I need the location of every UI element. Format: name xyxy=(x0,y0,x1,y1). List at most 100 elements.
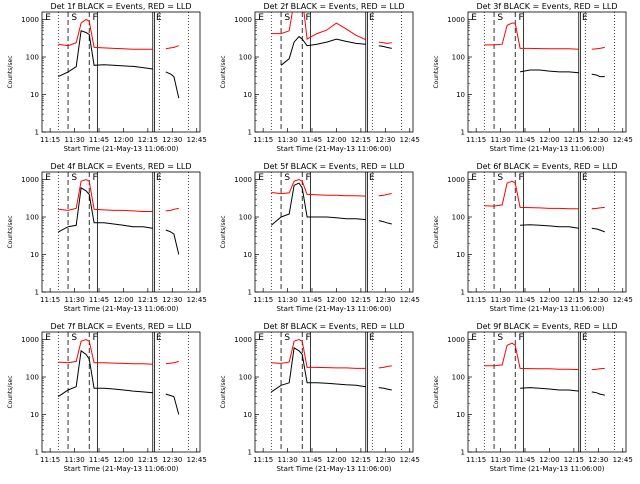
y-tick-label: 100 xyxy=(239,54,252,62)
y-tick-label: 1000 xyxy=(447,176,465,184)
y-tick-label: 1 xyxy=(461,129,465,137)
y-axis-label: Counts/sec xyxy=(220,55,227,88)
x-tick-label: 12:30 xyxy=(375,136,395,144)
x-tick-label: 12:30 xyxy=(375,456,395,464)
x-tick-label: 12:30 xyxy=(588,136,608,144)
detector-chart: Det 5f BLACK = Events, RED = LLD 1 10 100 10… xyxy=(220,162,420,313)
x-tick-label: 11:30 xyxy=(64,456,84,464)
x-axis-label: Start Time (21-May-13 11:06:00) xyxy=(489,465,604,473)
segment-marker-label: E xyxy=(369,173,375,183)
segment-marker-label: F xyxy=(92,333,97,343)
chart-title: Det 3f BLACK = Events, RED = LLD xyxy=(476,2,617,11)
segment-marker-label: E xyxy=(582,13,588,23)
y-tick-label: 1 xyxy=(461,449,465,457)
y-axis-label: Counts/sec xyxy=(7,215,14,248)
plot-frame xyxy=(467,331,627,453)
lld-series-line xyxy=(58,338,179,365)
x-tick-label: 11:45 xyxy=(89,456,109,464)
x-tick-label: 12:00 xyxy=(539,456,559,464)
y-tick-label: 1 xyxy=(35,289,39,297)
segment-marker-label: F xyxy=(305,173,310,183)
x-tick-label: 11:15 xyxy=(40,456,60,464)
y-tick-label: 1000 xyxy=(21,176,39,184)
segment-marker-label: F xyxy=(92,173,97,183)
segment-marker-label: E xyxy=(369,333,375,343)
y-tick-label: 1 xyxy=(248,289,252,297)
plot-frame xyxy=(254,11,414,133)
y-tick-label: 100 xyxy=(239,214,252,222)
x-tick-label: 12:30 xyxy=(588,296,608,304)
x-tick-label: 12:00 xyxy=(326,136,346,144)
chart-title: Det 6f BLACK = Events, RED = LLD xyxy=(476,162,617,171)
segment-marker-label: E xyxy=(45,173,51,183)
lld-series-line xyxy=(484,22,605,50)
x-tick-label: 11:45 xyxy=(302,296,322,304)
x-tick-label: 11:30 xyxy=(64,296,84,304)
segment-marker-label: S xyxy=(284,333,290,343)
segment-marker-label: F xyxy=(518,173,523,183)
x-axis-label: Start Time (21-May-13 11:06:00) xyxy=(276,305,391,313)
y-tick-label: 100 xyxy=(452,54,465,62)
x-tick-label: 12:15 xyxy=(138,136,158,144)
y-tick-label: 10 xyxy=(456,251,465,259)
x-axis-label: Start Time (21-May-13 11:06:00) xyxy=(63,145,178,153)
x-axis-label: Start Time (21-May-13 11:06:00) xyxy=(63,305,178,313)
y-tick-label: 1000 xyxy=(447,16,465,24)
x-tick-label: 12:00 xyxy=(539,136,559,144)
x-tick-label: 11:30 xyxy=(277,136,297,144)
detector-chart: Det 7f BLACK = Events, RED = LLD 1 10 100 10… xyxy=(7,322,207,473)
segment-marker-label: E xyxy=(258,173,264,183)
events-series-line xyxy=(270,182,392,226)
segment-marker-label: E xyxy=(45,333,51,343)
x-tick-label: 12:30 xyxy=(162,296,182,304)
segment-marker-label: F xyxy=(305,13,310,23)
detector-chart: Det 3f BLACK = Events, RED = LLD 1 10 100 10… xyxy=(433,2,633,153)
x-tick-label: 12:15 xyxy=(564,296,584,304)
x-tick-label: 12:00 xyxy=(113,136,133,144)
x-tick-label: 12:00 xyxy=(326,296,346,304)
y-tick-label: 10 xyxy=(30,91,39,99)
x-tick-label: 12:45 xyxy=(187,136,207,144)
detector-panel: Det 8f BLACK = Events, RED = LLD 1 10 100 10… xyxy=(213,320,426,480)
events-series-line xyxy=(520,387,605,396)
x-tick-label: 12:00 xyxy=(326,456,346,464)
x-tick-label: 12:15 xyxy=(351,456,371,464)
events-series-line xyxy=(58,186,180,255)
x-tick-label: 11:15 xyxy=(253,296,273,304)
x-tick-label: 11:15 xyxy=(466,456,486,464)
events-series-line xyxy=(271,346,392,393)
events-series-line xyxy=(280,35,392,66)
x-tick-label: 12:45 xyxy=(613,296,633,304)
detector-panel: Det 3f BLACK = Events, RED = LLD 1 10 100 10… xyxy=(426,0,639,160)
x-tick-label: 12:45 xyxy=(400,136,420,144)
x-axis-label: Start Time (21-May-13 11:06:00) xyxy=(276,145,391,153)
x-tick-label: 11:30 xyxy=(490,136,510,144)
segment-marker-label: S xyxy=(284,173,290,183)
detector-chart: Det 1f BLACK = Events, RED = LLD 1 10 100 10… xyxy=(7,2,207,153)
chart-title: Det 5f BLACK = Events, RED = LLD xyxy=(263,162,404,171)
x-tick-label: 12:15 xyxy=(564,456,584,464)
y-tick-label: 10 xyxy=(243,91,252,99)
x-tick-label: 11:45 xyxy=(515,136,535,144)
x-tick-label: 11:15 xyxy=(466,296,486,304)
chart-title: Det 2f BLACK = Events, RED = LLD xyxy=(263,2,404,11)
y-tick-label: 100 xyxy=(26,214,39,222)
plot-frame xyxy=(467,171,627,293)
segment-marker-label: E xyxy=(582,173,588,183)
detector-panel: Det 5f BLACK = Events, RED = LLD 1 10 100 10… xyxy=(213,160,426,320)
detector-chart: Det 4f BLACK = Events, RED = LLD 1 10 100 10… xyxy=(7,162,207,313)
segment-marker-label: E xyxy=(471,173,477,183)
y-tick-label: 100 xyxy=(452,214,465,222)
x-axis-label: Start Time (21-May-13 11:06:00) xyxy=(276,465,391,473)
detector-panel: Det 7f BLACK = Events, RED = LLD 1 10 100 10… xyxy=(0,320,213,480)
lld-series-line xyxy=(58,18,179,50)
x-axis-label: Start Time (21-May-13 11:06:00) xyxy=(489,145,604,153)
lld-series-line xyxy=(58,178,179,212)
y-tick-label: 1000 xyxy=(234,176,252,184)
x-tick-label: 11:15 xyxy=(40,296,60,304)
y-tick-label: 1 xyxy=(248,129,252,137)
x-tick-label: 11:45 xyxy=(302,456,322,464)
x-tick-label: 11:45 xyxy=(302,136,322,144)
segment-marker-label: E xyxy=(582,333,588,343)
segment-marker-label: S xyxy=(71,333,77,343)
